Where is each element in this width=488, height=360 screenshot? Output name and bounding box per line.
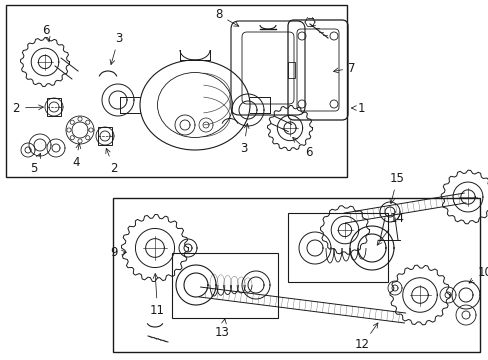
Text: 12: 12 xyxy=(354,323,377,351)
Text: 7: 7 xyxy=(333,62,355,75)
Text: 13: 13 xyxy=(215,319,229,338)
Bar xyxy=(98,127,112,145)
Bar xyxy=(172,253,278,318)
Text: 9: 9 xyxy=(110,247,126,260)
Text: 1: 1 xyxy=(351,102,365,114)
Text: 15: 15 xyxy=(389,171,404,203)
Text: 10: 10 xyxy=(468,266,488,283)
Text: 6: 6 xyxy=(42,23,50,42)
Bar xyxy=(47,98,61,116)
Text: 2: 2 xyxy=(13,102,43,114)
Text: 8: 8 xyxy=(215,9,238,26)
Text: 6: 6 xyxy=(292,138,312,158)
Bar xyxy=(6,5,346,177)
Bar xyxy=(287,62,294,78)
Text: 5: 5 xyxy=(30,153,41,175)
Text: 3: 3 xyxy=(110,31,122,64)
Text: 2: 2 xyxy=(105,148,117,175)
Bar xyxy=(113,198,479,352)
Text: 14: 14 xyxy=(376,211,404,245)
Text: 3: 3 xyxy=(240,123,248,154)
Text: 11: 11 xyxy=(150,274,164,316)
Text: 4: 4 xyxy=(72,144,81,168)
Bar xyxy=(287,213,387,282)
